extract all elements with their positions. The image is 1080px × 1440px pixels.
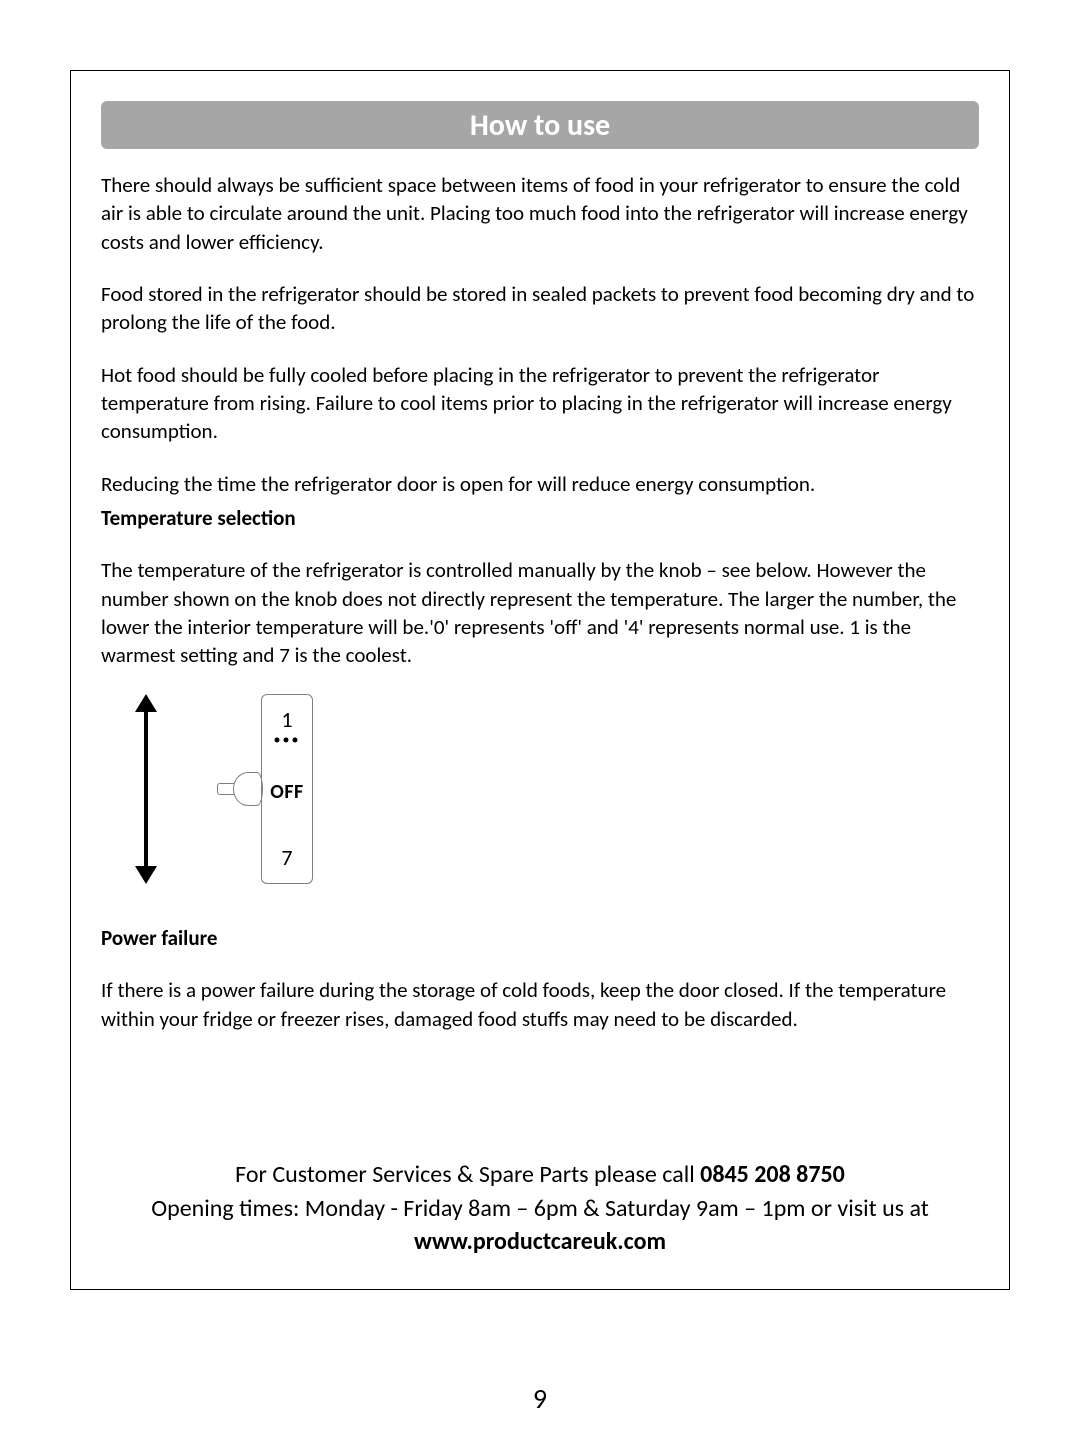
arrow-head-down-icon — [135, 866, 157, 884]
arrow-shaft — [144, 708, 148, 870]
dial-top-group: 1 ••• — [274, 705, 301, 743]
temperature-para: The temperature of the refrigerator is c… — [101, 556, 979, 669]
power-failure-para: If there is a power failure during the s… — [101, 976, 979, 1033]
spacer — [101, 532, 979, 556]
footer-url: www.productcareuk.com — [414, 1227, 666, 1256]
section-title-bar: How to use — [101, 101, 979, 149]
dial-dots: ••• — [274, 737, 301, 743]
knob-cap — [233, 772, 263, 806]
footer-line2-pre: Opening times: Monday - Friday 8am – 6pm… — [151, 1194, 929, 1223]
dial-label-off: OFF — [270, 779, 303, 806]
double-arrow-icon — [131, 694, 161, 884]
dial-knob-icon — [217, 770, 263, 808]
dial-label-bottom: 7 — [281, 843, 292, 873]
intro-para-1: There should always be sufficient space … — [101, 171, 979, 256]
manual-page: How to use There should always be suffic… — [0, 0, 1080, 1440]
temperature-dial-figure: 1 ••• OFF 7 — [121, 694, 381, 894]
footer-line1-pre: For Customer Services & Spare Parts plea… — [235, 1160, 700, 1189]
customer-service-footer: For Customer Services & Spare Parts plea… — [101, 1158, 979, 1259]
dial-scale: 1 ••• OFF 7 — [261, 694, 313, 884]
footer-phone: 0845 208 8750 — [700, 1160, 845, 1189]
section-title: How to use — [470, 107, 610, 144]
temperature-heading: Temperature selection — [101, 504, 979, 532]
power-failure-heading: Power failure — [101, 924, 979, 952]
body-text: There should always be sufficient space … — [101, 171, 979, 1057]
content-frame: How to use There should always be suffic… — [70, 70, 1010, 1290]
intro-para-4: Reducing the time the refrigerator door … — [101, 470, 979, 498]
intro-para-2: Food stored in the refrigerator should b… — [101, 280, 979, 337]
intro-para-3: Hot food should be fully cooled before p… — [101, 361, 979, 446]
page-number: 9 — [0, 1381, 1080, 1416]
